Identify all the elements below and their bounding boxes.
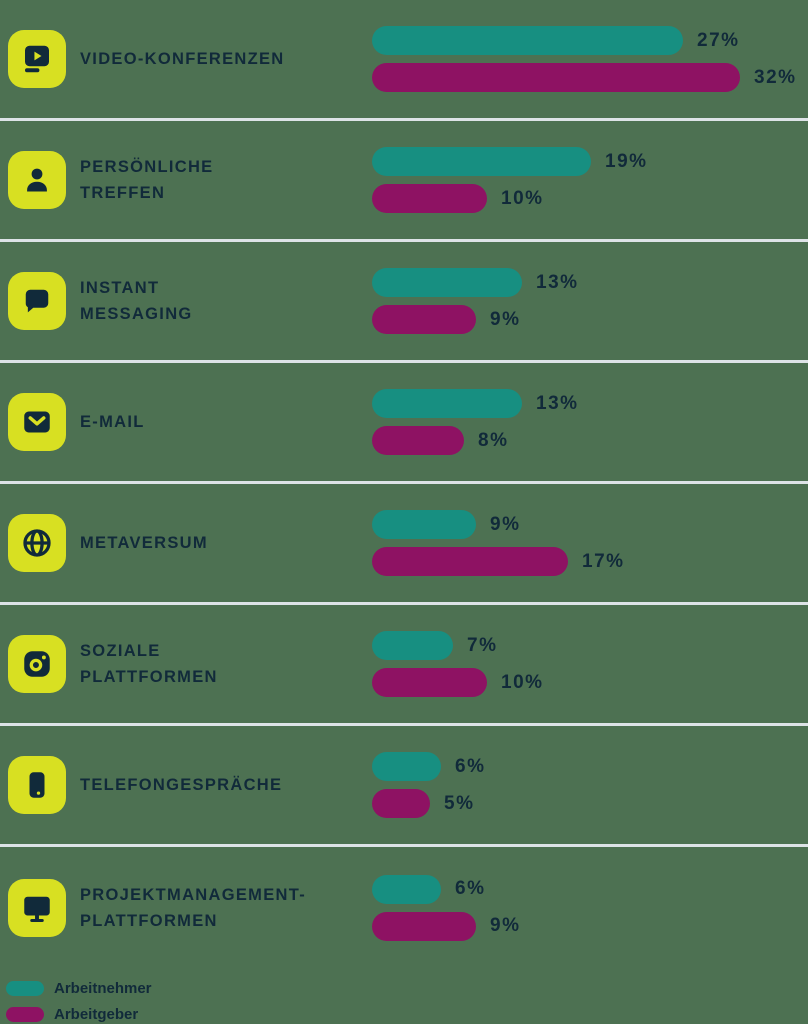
category-label: SOZIALE PLATTFORMEN xyxy=(80,642,218,686)
category-icon-tile xyxy=(8,393,66,451)
arbeitnehmer-bar xyxy=(372,510,476,539)
arbeitgeber-bar xyxy=(372,184,487,213)
email-icon xyxy=(19,404,55,440)
arbeitnehmer-value: 27% xyxy=(697,29,740,51)
legend-item-arbeitgeber: Arbeitgeber xyxy=(6,1006,808,1023)
arbeitnehmer-bar xyxy=(372,389,522,418)
arbeitgeber-bar xyxy=(372,911,476,941)
arbeitgeber-bar xyxy=(372,547,568,576)
category-icon-tile xyxy=(8,151,66,209)
arbeitgeber-value: 9% xyxy=(490,915,521,936)
chart-row: SOZIALE PLATTFORMEN 7% 10% xyxy=(0,605,808,726)
category-icon-tile xyxy=(8,272,66,330)
arbeitnehmer-bar xyxy=(372,631,453,660)
category-icon-tile xyxy=(8,635,66,693)
chart-row: INSTANT MESSAGING 13% 9% xyxy=(0,242,808,363)
arbeitgeber-bar xyxy=(372,426,464,455)
arbeitgeber-label: Arbeitgeber xyxy=(54,1006,139,1023)
arbeitnehmer-bar xyxy=(372,147,591,176)
legend-item-arbeitnehmer: Arbeitnehmer xyxy=(6,980,808,997)
arbeitnehmer-value: 13% xyxy=(536,392,579,414)
chart-row: VIDEO-KONFERENZEN 27% 32% xyxy=(0,0,808,121)
legend: Arbeitnehmer Arbeitgeber xyxy=(0,968,808,1023)
category-label: E-MAIL xyxy=(80,413,145,431)
category-icon-tile xyxy=(8,756,66,814)
category-icon-tile xyxy=(8,30,66,88)
chart-row: TELEFONGESPRÄCHE 6% 5% xyxy=(0,726,808,847)
arbeitnehmer-value: 7% xyxy=(467,634,498,656)
category-label: TELEFONGESPRÄCHE xyxy=(80,776,283,794)
camera-icon xyxy=(19,646,55,682)
category-icon-tile xyxy=(8,878,66,937)
chat-bubble-icon xyxy=(19,283,55,319)
arbeitnehmer-value: 6% xyxy=(455,878,486,899)
arbeitgeber-value: 32% xyxy=(754,66,797,88)
arbeitnehmer-value: 6% xyxy=(455,755,486,777)
arbeitnehmer-swatch xyxy=(6,981,44,996)
arbeitgeber-bar xyxy=(372,668,487,697)
chart-row: METAVERSUM 9% 17% xyxy=(0,484,808,605)
category-label: METAVERSUM xyxy=(80,534,208,552)
arbeitnehmer-bar xyxy=(372,874,441,904)
arbeitnehmer-label: Arbeitnehmer xyxy=(54,980,152,997)
chart-row: PROJEKTMANAGEMENT- PLATTFORMEN 6% 9% xyxy=(0,847,808,968)
chart-rows: VIDEO-KONFERENZEN 27% 32% PERSÖNLICHE TR… xyxy=(0,0,808,968)
category-icon-tile xyxy=(8,514,66,572)
category-label: PROJEKTMANAGEMENT- PLATTFORMEN xyxy=(80,885,306,930)
arbeitnehmer-value: 9% xyxy=(490,513,521,535)
video-book-icon xyxy=(19,41,55,77)
category-label: VIDEO-KONFERENZEN xyxy=(80,50,285,68)
arbeitgeber-value: 10% xyxy=(501,671,544,693)
arbeitnehmer-value: 13% xyxy=(536,271,579,293)
monitor-icon xyxy=(19,890,55,926)
globe-icon xyxy=(19,525,55,561)
arbeitgeber-value: 17% xyxy=(582,550,625,572)
category-label: INSTANT MESSAGING xyxy=(80,279,193,323)
category-label: PERSÖNLICHE TREFFEN xyxy=(80,158,214,202)
arbeitnehmer-value: 19% xyxy=(605,150,648,172)
arbeitnehmer-bar xyxy=(372,26,683,55)
arbeitgeber-value: 8% xyxy=(478,429,509,451)
arbeitgeber-bar xyxy=(372,305,476,334)
chart-row: PERSÖNLICHE TREFFEN 19% 10% xyxy=(0,121,808,242)
smartphone-icon xyxy=(19,767,55,803)
arbeitgeber-value: 5% xyxy=(444,792,475,814)
arbeitgeber-bar xyxy=(372,63,740,92)
arbeitgeber-value: 9% xyxy=(490,308,521,330)
arbeitnehmer-bar xyxy=(372,752,441,781)
arbeitgeber-value: 10% xyxy=(501,187,544,209)
chart-row: E-MAIL 13% 8% xyxy=(0,363,808,484)
person-icon xyxy=(19,162,55,198)
arbeitgeber-bar xyxy=(372,789,430,818)
arbeitgeber-swatch xyxy=(6,1007,44,1022)
arbeitnehmer-bar xyxy=(372,268,522,297)
